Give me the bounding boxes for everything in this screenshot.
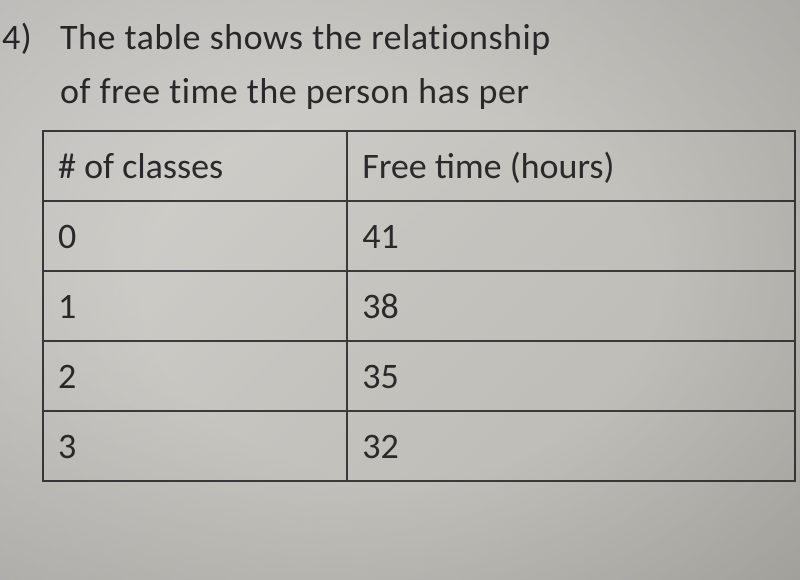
question-line-1: 4)The table shows the relationship [0, 10, 800, 64]
table-header-row: # of classes Free time (hours) [43, 131, 795, 201]
cell-freetime: 35 [347, 341, 795, 411]
cell-classes: 1 [43, 271, 347, 341]
data-table-container: # of classes Free time (hours) 0 41 1 38… [0, 118, 800, 482]
question-number: 4) [0, 10, 60, 64]
cell-freetime: 32 [347, 411, 795, 481]
table-row: 2 35 [43, 341, 795, 411]
cell-classes: 2 [43, 341, 347, 411]
table-row: 0 41 [43, 201, 795, 271]
question-text-1: The table shows the relationship [60, 15, 551, 59]
table-row: 1 38 [43, 271, 795, 341]
cell-freetime: 41 [347, 201, 795, 271]
column-header-classes: # of classes [43, 131, 347, 201]
cell-classes: 0 [43, 201, 347, 271]
worksheet-page: 4)The table shows the relationship of fr… [0, 0, 800, 482]
cell-freetime: 38 [347, 271, 795, 341]
question-line-2: of free time the person has per [0, 64, 800, 118]
column-header-freetime: Free time (hours) [347, 131, 795, 201]
data-table: # of classes Free time (hours) 0 41 1 38… [42, 130, 796, 482]
question-prompt: 4)The table shows the relationship of fr… [0, 10, 800, 118]
table-row: 3 32 [43, 411, 795, 481]
cell-classes: 3 [43, 411, 347, 481]
